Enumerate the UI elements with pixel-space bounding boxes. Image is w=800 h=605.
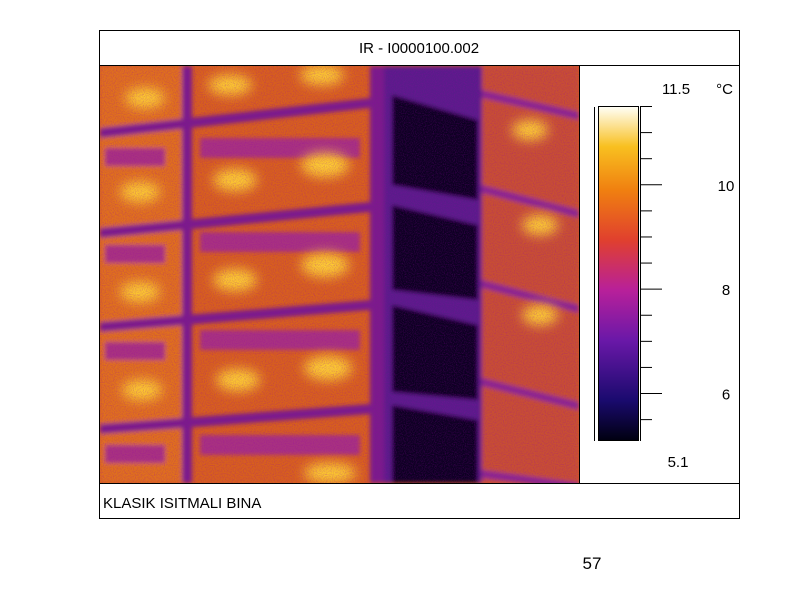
- tick-label: 10: [718, 178, 735, 195]
- caption: KLASIK ISITMALI BINA: [103, 495, 261, 512]
- colorbar: [598, 106, 639, 441]
- frame: [99, 30, 740, 519]
- image-title: IR - I0000100.002: [359, 40, 479, 57]
- tick-label: 8: [722, 282, 730, 299]
- colorbar-max: 11.5: [662, 81, 690, 98]
- colorbar-ticks: 10 8 6: [640, 106, 735, 421]
- colorbar-unit: °C: [716, 81, 733, 98]
- thermal-image: [100, 66, 579, 483]
- tick-label: 6: [722, 387, 730, 404]
- colorbar-min: 5.1: [668, 454, 689, 471]
- page-number: 57: [583, 554, 602, 573]
